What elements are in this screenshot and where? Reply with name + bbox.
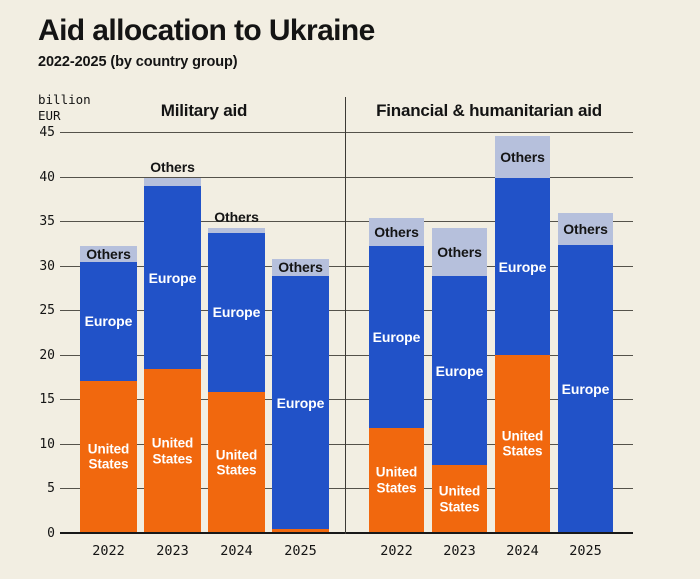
gridline-10 [60, 443, 633, 445]
x-axis-baseline [60, 532, 633, 534]
panel-title-military: Military aid [160, 101, 248, 120]
bar-military-2023-others [144, 178, 201, 187]
bar-label-united-states: United States [87, 441, 130, 472]
y-tick-label-25: 25 [39, 303, 55, 319]
bar-military-2023-europe [144, 186, 201, 370]
gridline-45 [60, 132, 633, 133]
bar-financial-2023-europe [432, 276, 487, 466]
x-tick-label-2023: 2023 [156, 543, 189, 559]
page-subtitle: 2022-2025 (by country group) [38, 54, 238, 70]
bar-label-others: Others [214, 209, 259, 226]
gridline-20 [60, 354, 633, 356]
bar-military-2022-united-states [80, 380, 137, 533]
bar-military-2025-europe [272, 276, 329, 530]
gridline-5 [60, 488, 633, 490]
y-tick-label-30: 30 [39, 258, 55, 274]
x-tick-label-2022: 2022 [92, 543, 125, 559]
bar-financial-2022-europe [369, 246, 424, 428]
bar-label-europe: Europe [276, 394, 325, 411]
x-tick-label-2023: 2023 [443, 543, 476, 559]
bar-label-others: Others [150, 159, 195, 176]
bar-label-others: Others [374, 223, 419, 240]
bar-label-united-states: United States [501, 428, 544, 459]
y-tick-label-15: 15 [39, 392, 55, 408]
bar-label-europe: Europe [372, 328, 421, 345]
bar-financial-2022-united-states [369, 427, 424, 533]
bar-label-europe: Europe [148, 269, 197, 286]
y-tick-label-0: 0 [47, 526, 55, 541]
x-tick-label-2025: 2025 [284, 543, 317, 559]
bar-financial-2023-united-states [432, 465, 487, 533]
bar-military-2025-united-states [272, 529, 329, 533]
bar-financial-2025-europe [558, 245, 613, 533]
x-tick-label-2024: 2024 [506, 543, 539, 559]
bar-label-europe: Europe [435, 362, 484, 379]
bar-label-others: Others [563, 221, 608, 238]
bar-label-united-states: United States [151, 435, 194, 467]
x-tick-label-2022: 2022 [380, 543, 413, 559]
bar-label-others: Others [278, 259, 323, 276]
bar-label-others: Others [500, 148, 545, 165]
x-tick-label-2024: 2024 [220, 543, 253, 559]
bar-military-2024-united-states [208, 392, 265, 533]
gridline-25 [60, 310, 633, 312]
y-axis-unit-label: billion EUR [38, 92, 91, 123]
bar-financial-2024-europe [495, 178, 550, 355]
gridline-30 [60, 265, 633, 267]
y-tick-label-45: 45 [39, 125, 55, 140]
bar-financial-2023-others [432, 228, 487, 277]
bar-military-2023-united-states [144, 369, 201, 533]
bar-military-2022-europe [80, 262, 137, 381]
bar-label-europe: Europe [84, 313, 133, 330]
bar-financial-2025-others [558, 213, 613, 246]
panel-divider [345, 97, 346, 534]
gridline-35 [60, 221, 633, 223]
x-tick-label-2025: 2025 [569, 543, 602, 559]
y-tick-label-40: 40 [39, 169, 55, 185]
y-tick-label-10: 10 [39, 436, 55, 452]
bar-label-europe: Europe [561, 381, 610, 398]
bar-label-europe: Europe [498, 258, 547, 275]
y-tick-label-5: 5 [47, 481, 55, 497]
bar-label-united-states: United States [375, 464, 418, 496]
bar-financial-2024-others [495, 135, 550, 179]
bar-label-others: Others [437, 244, 482, 261]
bar-financial-2022-others [369, 217, 424, 247]
gridline-15 [60, 399, 633, 401]
y-tick-label-20: 20 [39, 347, 55, 363]
bar-military-2024-others [208, 228, 265, 233]
bar-label-united-states: United States [215, 447, 258, 478]
bar-military-2022-others [80, 246, 137, 263]
gridline-40 [60, 176, 633, 178]
bar-military-2024-europe [208, 232, 265, 393]
bar-label-europe: Europe [212, 304, 261, 321]
bar-label-others: Others [86, 246, 131, 263]
page-title: Aid allocation to Ukraine [38, 14, 375, 47]
bar-military-2025-others [272, 258, 329, 277]
bar-financial-2024-united-states [495, 354, 550, 533]
bar-label-united-states: United States [438, 483, 481, 515]
y-tick-label-35: 35 [39, 214, 55, 230]
panel-title-financial: Financial & humanitarian aid [376, 101, 602, 120]
